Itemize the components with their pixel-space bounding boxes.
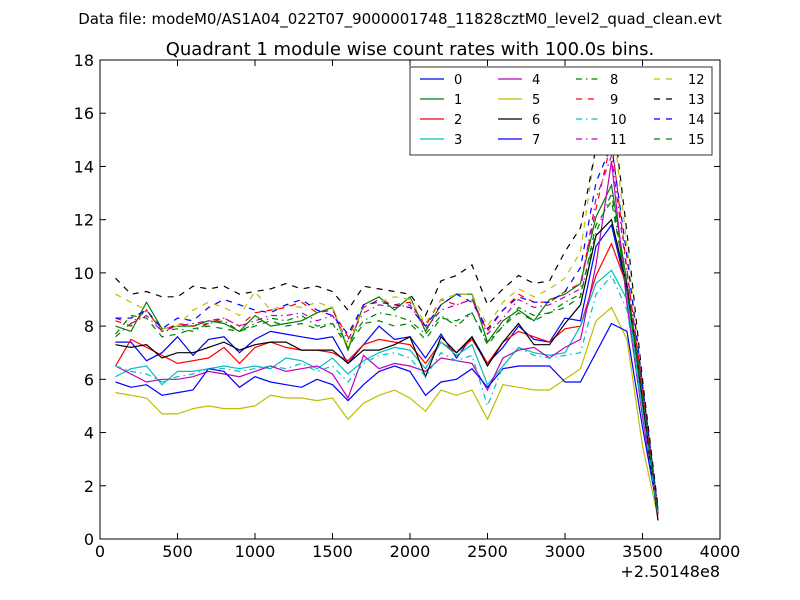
y-tick-label: 18 <box>74 51 94 70</box>
x-tick-label: 3500 <box>622 542 663 561</box>
ticks-layer: 0 500 1000 1500 2000 2500 3000 3500 400002468101… <box>74 51 741 561</box>
legend-label-6: 6 <box>532 113 540 128</box>
x-tick-label: 4000 <box>700 542 741 561</box>
series-8-line <box>115 190 659 516</box>
legend-label-11: 11 <box>610 133 627 148</box>
figure-suptitle: Data file: modeM0/AS1A04_022T07_90000017… <box>78 10 722 29</box>
y-tick-label: 8 <box>84 317 94 336</box>
legend-label-8: 8 <box>610 73 618 88</box>
series-layer <box>114 102 659 521</box>
legend-label-4: 4 <box>532 73 540 88</box>
legend-label-7: 7 <box>532 133 540 148</box>
x-tick-label: 2000 <box>390 542 431 561</box>
legend-label-2: 2 <box>454 113 462 128</box>
legend-label-3: 3 <box>454 133 462 148</box>
x-tick-label: 0 <box>95 542 105 561</box>
y-tick-label: 2 <box>84 477 94 496</box>
series-12-line <box>115 108 659 510</box>
x-tick-label: 3000 <box>545 542 586 561</box>
legend-label-14: 14 <box>688 113 705 128</box>
x-tick-label: 1500 <box>312 542 353 561</box>
y-tick-label: 0 <box>84 530 94 549</box>
legend-label-10: 10 <box>610 113 627 128</box>
x-tick-label: 500 <box>162 542 193 561</box>
x-tick-label: 1000 <box>235 542 276 561</box>
y-tick-label: 14 <box>74 157 94 176</box>
x-tick-label: 2500 <box>467 542 508 561</box>
chart-title: Quadrant 1 module wise count rates with … <box>166 39 655 60</box>
y-tick-label: 10 <box>74 264 94 283</box>
legend-label-13: 13 <box>688 93 705 108</box>
series-9-line <box>115 139 659 513</box>
legend-frame <box>409 66 713 156</box>
y-tick-label: 6 <box>84 370 94 389</box>
legend-label-9: 9 <box>610 93 618 108</box>
legend-label-5: 5 <box>532 93 540 108</box>
x-axis-offset-label: +2.50148e8 <box>620 562 720 581</box>
legend-label-15: 15 <box>688 133 705 148</box>
y-tick-label: 16 <box>74 104 94 123</box>
legend-label-1: 1 <box>454 93 462 108</box>
series-7-line <box>115 322 659 513</box>
series-6-line <box>115 218 659 521</box>
y-tick-label: 12 <box>74 211 94 230</box>
series-5-line <box>115 306 659 518</box>
series-0-line <box>115 223 659 510</box>
legend-label-12: 12 <box>688 73 705 88</box>
series-10-line <box>115 274 659 516</box>
y-tick-label: 4 <box>84 424 94 443</box>
series-14-line <box>115 142 659 510</box>
series-2-line <box>114 242 659 513</box>
legend-label-0: 0 <box>454 73 462 88</box>
series-13-line <box>115 102 659 508</box>
series-15-line <box>115 199 659 513</box>
